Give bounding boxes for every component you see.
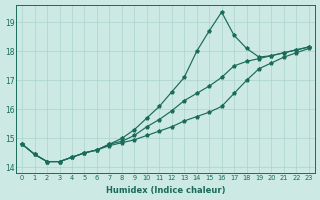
- X-axis label: Humidex (Indice chaleur): Humidex (Indice chaleur): [106, 186, 225, 195]
